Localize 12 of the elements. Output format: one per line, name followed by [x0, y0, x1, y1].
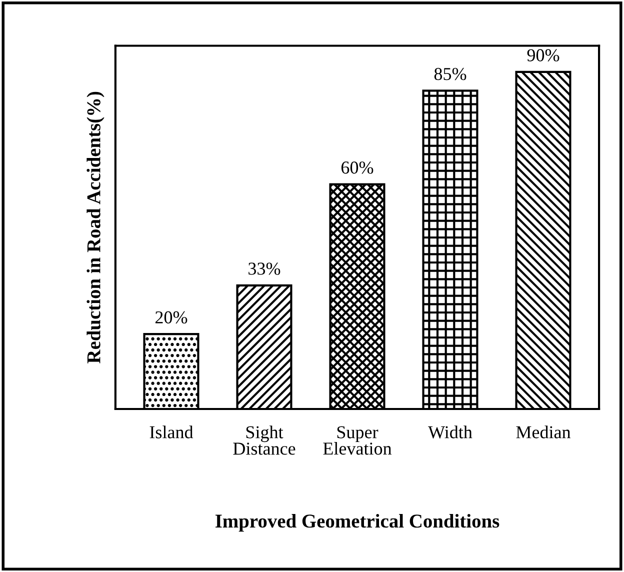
x-tick-label: Super Elevation [323, 426, 392, 455]
x-tick-label: Width [428, 426, 472, 438]
x-tick-label: Sight Distance [233, 426, 296, 455]
data-label: 90% [527, 49, 560, 62]
x-tick-label: Median [516, 426, 571, 438]
data-label: 33% [248, 262, 280, 275]
x-axis-title: Improved Geometrical Conditions [215, 514, 500, 532]
x-tick-label: Island [150, 426, 194, 438]
y-axis-title: Reduction in Road Accidents(%) [86, 92, 104, 364]
data-label: 20% [155, 311, 188, 324]
data-label: 85% [434, 68, 466, 80]
data-label: 60% [341, 162, 374, 174]
